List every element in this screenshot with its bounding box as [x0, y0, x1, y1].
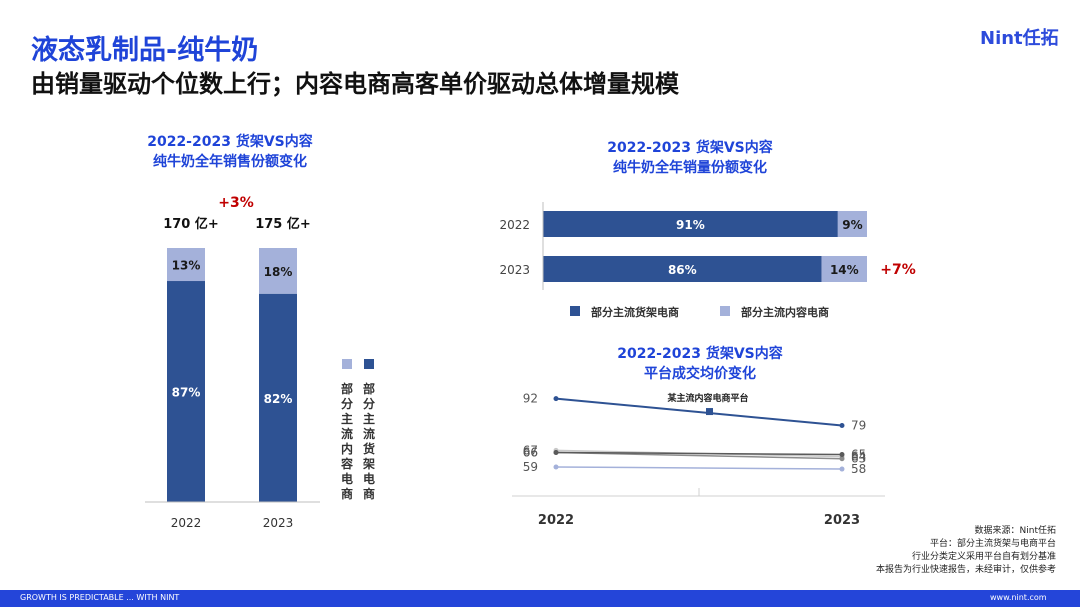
- chart3-end-label: 63: [851, 452, 866, 466]
- chart2-data-label: 86%: [668, 263, 697, 277]
- chart1-bar-2023-content: [259, 248, 297, 294]
- chart1-data-label: 87%: [172, 386, 201, 400]
- chart2-bar-2023-shelf: [543, 256, 822, 282]
- chart3-end-label: 58: [851, 462, 866, 476]
- source-line-2: 平台：部分主流货架与电商平台: [929, 539, 1056, 549]
- page-title: 液态乳制品-纯牛奶: [31, 35, 259, 66]
- charts-canvas: 87% 13% 2022 170 亿+ 82% 18% 2023 175 亿++3% 部分主流内…: [145, 195, 916, 530]
- chart1-legend-label: 部分主流货架电商: [362, 381, 375, 501]
- chart3-title: 2022-2023 货架VS内容 平台成交均价变化: [600, 344, 800, 384]
- chart3-annotation: 某主流内容电商平台: [667, 392, 748, 404]
- chart2-bar-2023-content: [821, 256, 867, 282]
- source-line-4: 本报告为行业快速报告，未经审计，仅供参考: [875, 565, 1056, 575]
- chart2-bar-2022-content: [837, 211, 867, 237]
- chart2-legend-label: 部分主流货架电商: [591, 305, 679, 319]
- chart3-point: [839, 452, 845, 458]
- chart3-x-tick: 2023: [824, 513, 860, 528]
- chart3-start-label: 92: [523, 392, 538, 406]
- chart1-total-label: 170 亿+: [163, 216, 219, 232]
- chart3-series-line: [555, 397, 843, 427]
- chart1-x-tick: 2023: [263, 516, 294, 530]
- chart1-legend-swatch: [342, 359, 352, 369]
- chart2-data-label: 91%: [676, 218, 705, 232]
- chart1-title: 2022-2023 货架VS内容 纯牛奶全年销售份额变化: [130, 132, 330, 172]
- source-line-3: 行业分类定义采用平台自有划分基准: [911, 552, 1056, 562]
- chart1-data-label: 82%: [264, 392, 293, 406]
- chart3-point: [553, 464, 559, 470]
- chart3-point: [839, 466, 845, 472]
- chart1-legend-swatch: [364, 359, 374, 369]
- chart1-legend-label: 部分主流内容电商: [340, 381, 353, 501]
- chart2-growth-label: +7%: [880, 262, 916, 278]
- chart2-title-line1: 2022-2023 货架VS内容: [607, 140, 773, 156]
- footer-tagline: GROWTH IS PREDICTABLE ... WITH NINT: [20, 593, 180, 602]
- chart2-y-tick: 2023: [499, 263, 530, 277]
- chart2-legend-swatch: [570, 306, 580, 316]
- chart2-title-line2: 纯牛奶全年销量份额变化: [613, 160, 767, 176]
- chart2-legend-swatch: [720, 306, 730, 316]
- chart3-series-line: [555, 451, 843, 456]
- chart1-growth-label: +3%: [218, 195, 254, 211]
- chart3-point: [553, 396, 559, 402]
- chart3-start-label: 59: [523, 460, 538, 474]
- chart1-bar-2022-content: [167, 248, 205, 282]
- chart3-x-tick: 2022: [538, 513, 574, 528]
- footer-bar: [0, 590, 1080, 607]
- chart3-start-label: 66: [523, 445, 538, 459]
- chart1-title-line2: 纯牛奶全年销售份额变化: [153, 154, 307, 170]
- chart3-start-label: 67: [523, 443, 538, 457]
- chart3-point: [839, 423, 845, 429]
- chart1-data-label: 13%: [172, 259, 201, 273]
- chart3-start-label: 66: [523, 445, 538, 459]
- chart1-bar-2023-shelf: [259, 293, 297, 502]
- chart1-data-label: 18%: [264, 265, 293, 279]
- chart1-bar-2022-shelf: [167, 281, 205, 502]
- chart1-total-label: 175 亿+: [255, 216, 311, 232]
- chart3-point: [553, 449, 559, 455]
- chart1-x-tick: 2022: [171, 516, 202, 530]
- chart3-title-line2: 平台成交均价变化: [644, 366, 756, 382]
- chart3-end-label: 79: [851, 419, 866, 433]
- chart2-data-label: 14%: [830, 263, 859, 277]
- chart2-y-tick: 2022: [499, 218, 530, 232]
- chart3-end-label: 64: [851, 450, 866, 464]
- brand-logo: Nint任拓: [980, 28, 1059, 49]
- chart3-series-line: [555, 466, 843, 470]
- chart1-title-line1: 2022-2023 货架VS内容: [147, 134, 313, 150]
- page-subtitle: 由销量驱动个位数上行；内容电商高客单价驱动总体增量规模: [31, 70, 679, 98]
- chart2-title: 2022-2023 货架VS内容 纯牛奶全年销量份额变化: [590, 138, 790, 178]
- chart3-series-marker: [706, 408, 713, 416]
- chart2-data-label: 9%: [842, 218, 862, 232]
- source-line-1: 数据来源：Nint任拓: [974, 526, 1056, 536]
- chart2-bar-2022-shelf: [543, 211, 838, 237]
- chart3-point: [839, 456, 845, 462]
- chart3-title-line1: 2022-2023 货架VS内容: [617, 346, 783, 362]
- chart2-legend-label: 部分主流内容电商: [741, 305, 829, 319]
- footer-link[interactable]: www.nint.com: [990, 593, 1047, 602]
- chart3-end-label: 65: [851, 448, 866, 462]
